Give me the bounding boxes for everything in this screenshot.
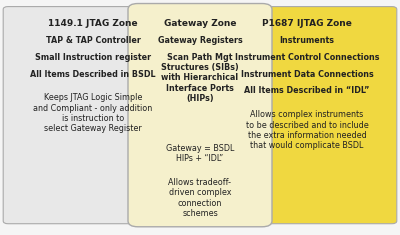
Text: Allows complex instruments
to be described and to include
the extra information : Allows complex instruments to be describ… — [246, 110, 368, 150]
Text: 1149.1 JTAG Zone: 1149.1 JTAG Zone — [48, 19, 138, 28]
Text: Allows tradeoff-
driven complex
connection
schemes: Allows tradeoff- driven complex connecti… — [168, 178, 232, 218]
Text: Small Instruction register: Small Instruction register — [35, 53, 151, 62]
Text: TAP & TAP Controller: TAP & TAP Controller — [46, 36, 140, 45]
Text: Instruments: Instruments — [280, 36, 334, 45]
Text: Gateway = BSDL
HIPs + “IDL”: Gateway = BSDL HIPs + “IDL” — [166, 144, 234, 163]
FancyBboxPatch shape — [3, 7, 183, 224]
Text: Keeps JTAG Logic Simple
and Compliant - only addition
is instruction to
select G: Keeps JTAG Logic Simple and Compliant - … — [33, 93, 153, 133]
Text: Scan Path Mgt
Structures (SIBs)
with Hierarchical
Interface Ports
(HIPs): Scan Path Mgt Structures (SIBs) with Hie… — [161, 53, 239, 103]
Text: P1687 IJTAG Zone: P1687 IJTAG Zone — [262, 19, 352, 28]
Text: Gateway Registers: Gateway Registers — [158, 36, 242, 45]
Text: Instrument Control Connections: Instrument Control Connections — [235, 53, 379, 62]
Text: All Items Described in “IDL”: All Items Described in “IDL” — [244, 86, 370, 95]
Text: All Items Described in BSDL: All Items Described in BSDL — [30, 70, 156, 78]
FancyBboxPatch shape — [217, 7, 397, 224]
FancyBboxPatch shape — [128, 4, 272, 227]
Text: Instrument Data Connections: Instrument Data Connections — [241, 70, 373, 78]
Text: Gateway Zone: Gateway Zone — [164, 19, 236, 28]
